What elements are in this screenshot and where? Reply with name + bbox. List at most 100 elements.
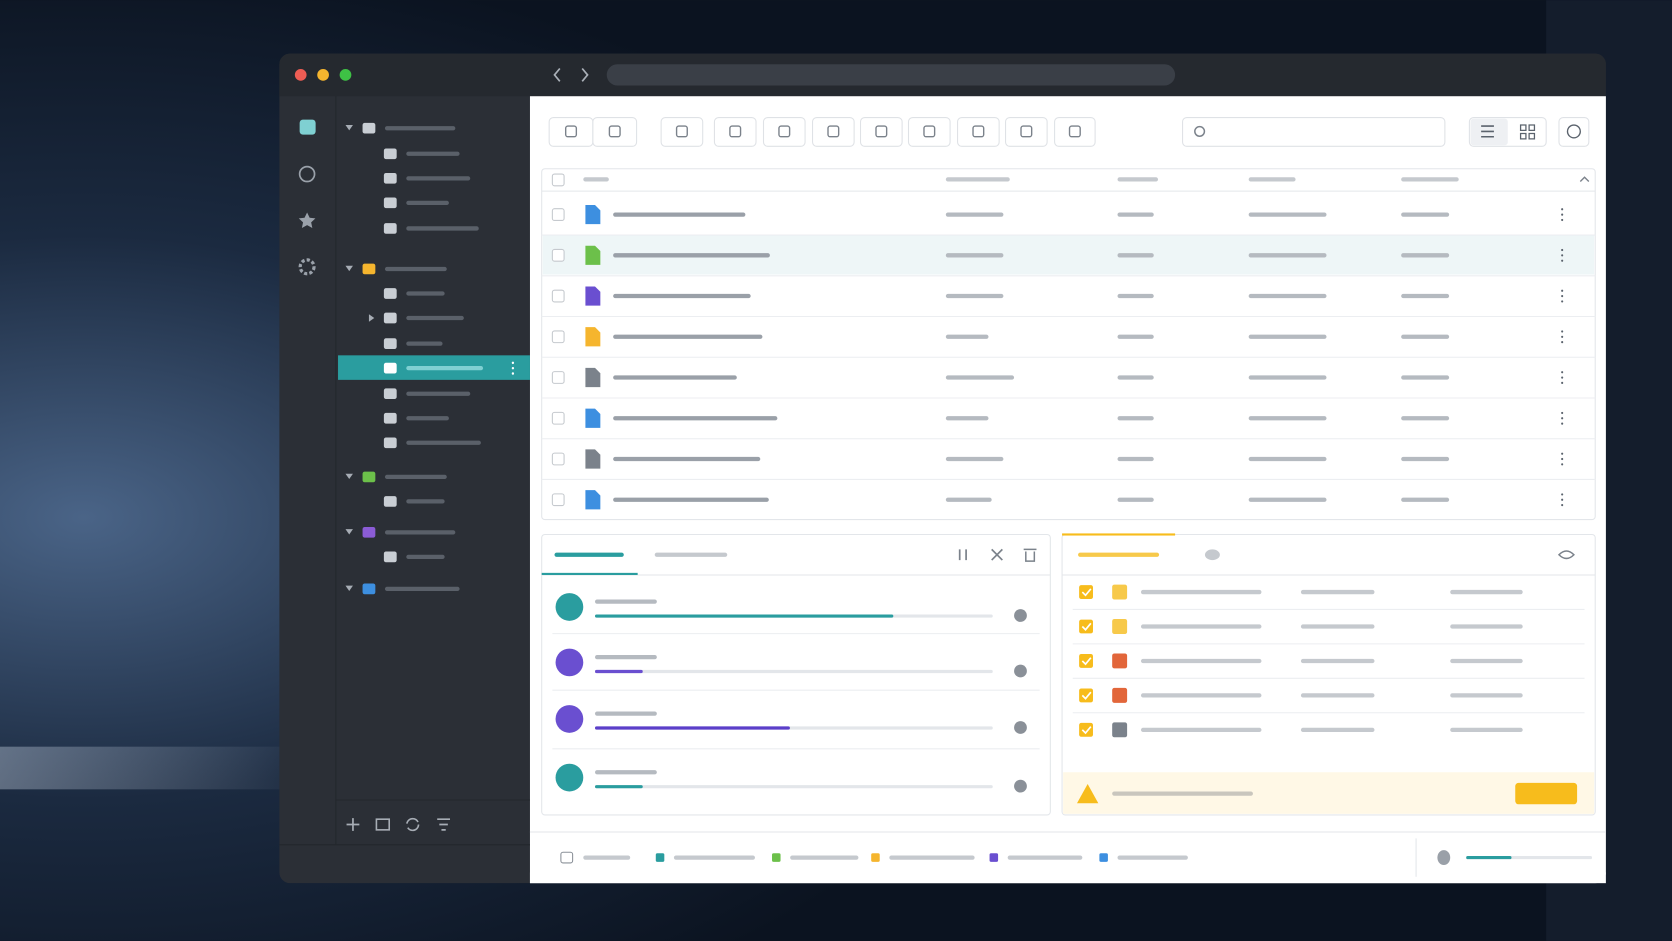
row-checkbox[interactable]	[551, 289, 565, 303]
sort-arrow[interactable]	[1579, 176, 1590, 183]
file-icon[interactable]	[585, 367, 601, 388]
folder-icon[interactable]	[383, 148, 397, 160]
file-icon[interactable]	[585, 327, 601, 347]
folder-icon[interactable]	[383, 388, 397, 400]
folder-icon[interactable]	[383, 362, 397, 374]
folder-icon[interactable]	[362, 122, 376, 134]
active-tab[interactable]	[554, 552, 624, 557]
file-icon[interactable]	[585, 286, 601, 306]
toolbar-icon	[675, 125, 688, 138]
grid-icon[interactable]	[1519, 124, 1536, 140]
file-icon[interactable]	[585, 490, 601, 510]
cloud-tab[interactable]	[1204, 549, 1220, 561]
folder-icon[interactable]	[383, 412, 397, 424]
folder-icon[interactable]	[383, 223, 397, 234]
file-detail	[1401, 416, 1450, 421]
folder-icon[interactable]	[362, 583, 376, 595]
toolbar-button[interactable]	[660, 117, 704, 147]
folder-icon[interactable]	[383, 312, 397, 324]
maximize-button[interactable]	[339, 69, 352, 81]
folder-icon[interactable]	[362, 527, 376, 538]
status-text	[889, 855, 975, 860]
toolbar-button[interactable]	[713, 117, 757, 147]
folder-icon[interactable]	[383, 437, 397, 449]
folder-icon[interactable]	[362, 471, 376, 483]
expand-arrow[interactable]	[345, 529, 353, 535]
item-checkbox[interactable]	[1079, 688, 1093, 703]
preview-button[interactable]	[1557, 550, 1575, 560]
toolbar-button[interactable]	[859, 117, 903, 147]
toolbar-button[interactable]	[762, 117, 806, 147]
back-arrow[interactable]	[553, 67, 561, 82]
favorites-icon[interactable]	[298, 212, 316, 229]
close-button[interactable]	[294, 69, 307, 81]
file-icon[interactable]	[585, 449, 601, 469]
file-detail	[1401, 253, 1450, 258]
cancel-all[interactable]	[991, 548, 1003, 561]
legend-swatch	[989, 853, 999, 862]
file-icon[interactable]	[585, 408, 601, 428]
folder-icon[interactable]	[362, 263, 376, 275]
pause-all[interactable]	[958, 549, 967, 561]
folder-icon[interactable]	[383, 172, 397, 184]
settings-icon[interactable]	[298, 258, 316, 276]
toolbar-button[interactable]	[548, 117, 594, 147]
toolbar-button[interactable]	[907, 117, 951, 147]
clear-all[interactable]	[1023, 548, 1037, 562]
item-checkbox[interactable]	[1079, 722, 1093, 737]
toolbar-button[interactable]	[812, 117, 855, 147]
toolbar-button[interactable]	[957, 117, 1000, 147]
toolbar-button[interactable]	[1005, 117, 1048, 147]
forward-arrow[interactable]	[581, 67, 589, 82]
expand-arrow[interactable]	[345, 125, 353, 131]
cancel-button[interactable]	[1014, 664, 1027, 678]
minimize-button[interactable]	[317, 69, 329, 81]
folder-icon[interactable]	[383, 496, 397, 507]
search-box[interactable]	[1182, 117, 1446, 147]
item-checkbox[interactable]	[1079, 654, 1093, 668]
folder-name	[406, 291, 445, 296]
row-checkbox[interactable]	[551, 330, 565, 344]
cancel-button[interactable]	[1014, 721, 1027, 734]
drives-icon[interactable]	[299, 119, 316, 135]
row-checkbox[interactable]	[551, 371, 565, 384]
refresh-button[interactable]	[406, 817, 420, 832]
toolbar-button[interactable]	[1054, 117, 1096, 147]
row-checkbox[interactable]	[551, 411, 565, 425]
expand-arrow[interactable]	[345, 585, 353, 591]
expand-arrow[interactable]	[345, 265, 353, 272]
file-icon[interactable]	[585, 245, 601, 265]
address-bar[interactable]	[606, 64, 1176, 86]
row-checkbox[interactable]	[551, 248, 565, 262]
select-all[interactable]	[551, 173, 565, 187]
folder-name	[406, 440, 481, 445]
tab[interactable]	[654, 552, 728, 557]
row-checkbox[interactable]	[551, 452, 565, 466]
progress-fill	[595, 785, 643, 789]
item-detail	[1450, 624, 1523, 629]
warning-action[interactable]	[1515, 782, 1578, 805]
row-checkbox[interactable]	[551, 493, 565, 507]
expand-arrow[interactable]	[345, 473, 353, 480]
toolbar-button[interactable]	[592, 117, 638, 147]
folder-icon[interactable]	[383, 551, 397, 563]
pause-button[interactable]	[1014, 779, 1027, 793]
add-button[interactable]	[346, 818, 360, 831]
folder-icon[interactable]	[383, 288, 397, 299]
collapse-arrow[interactable]	[368, 314, 375, 322]
item-checkbox[interactable]	[1079, 619, 1093, 634]
item-checkbox[interactable]	[1079, 585, 1093, 599]
active-tab[interactable]	[1078, 552, 1160, 557]
new-folder-button[interactable]	[375, 818, 391, 831]
cancel-button[interactable]	[1014, 609, 1027, 622]
file-name	[613, 416, 778, 421]
folder-icon[interactable]	[383, 197, 397, 209]
toolbar-icon	[778, 125, 791, 138]
file-icon[interactable]	[585, 204, 601, 225]
folder-icon[interactable]	[383, 338, 397, 349]
row-checkbox[interactable]	[551, 208, 565, 221]
info-button[interactable]	[1558, 117, 1590, 147]
recent-icon[interactable]	[298, 165, 316, 183]
file-detail	[1248, 416, 1327, 421]
filter-button[interactable]	[437, 818, 450, 831]
